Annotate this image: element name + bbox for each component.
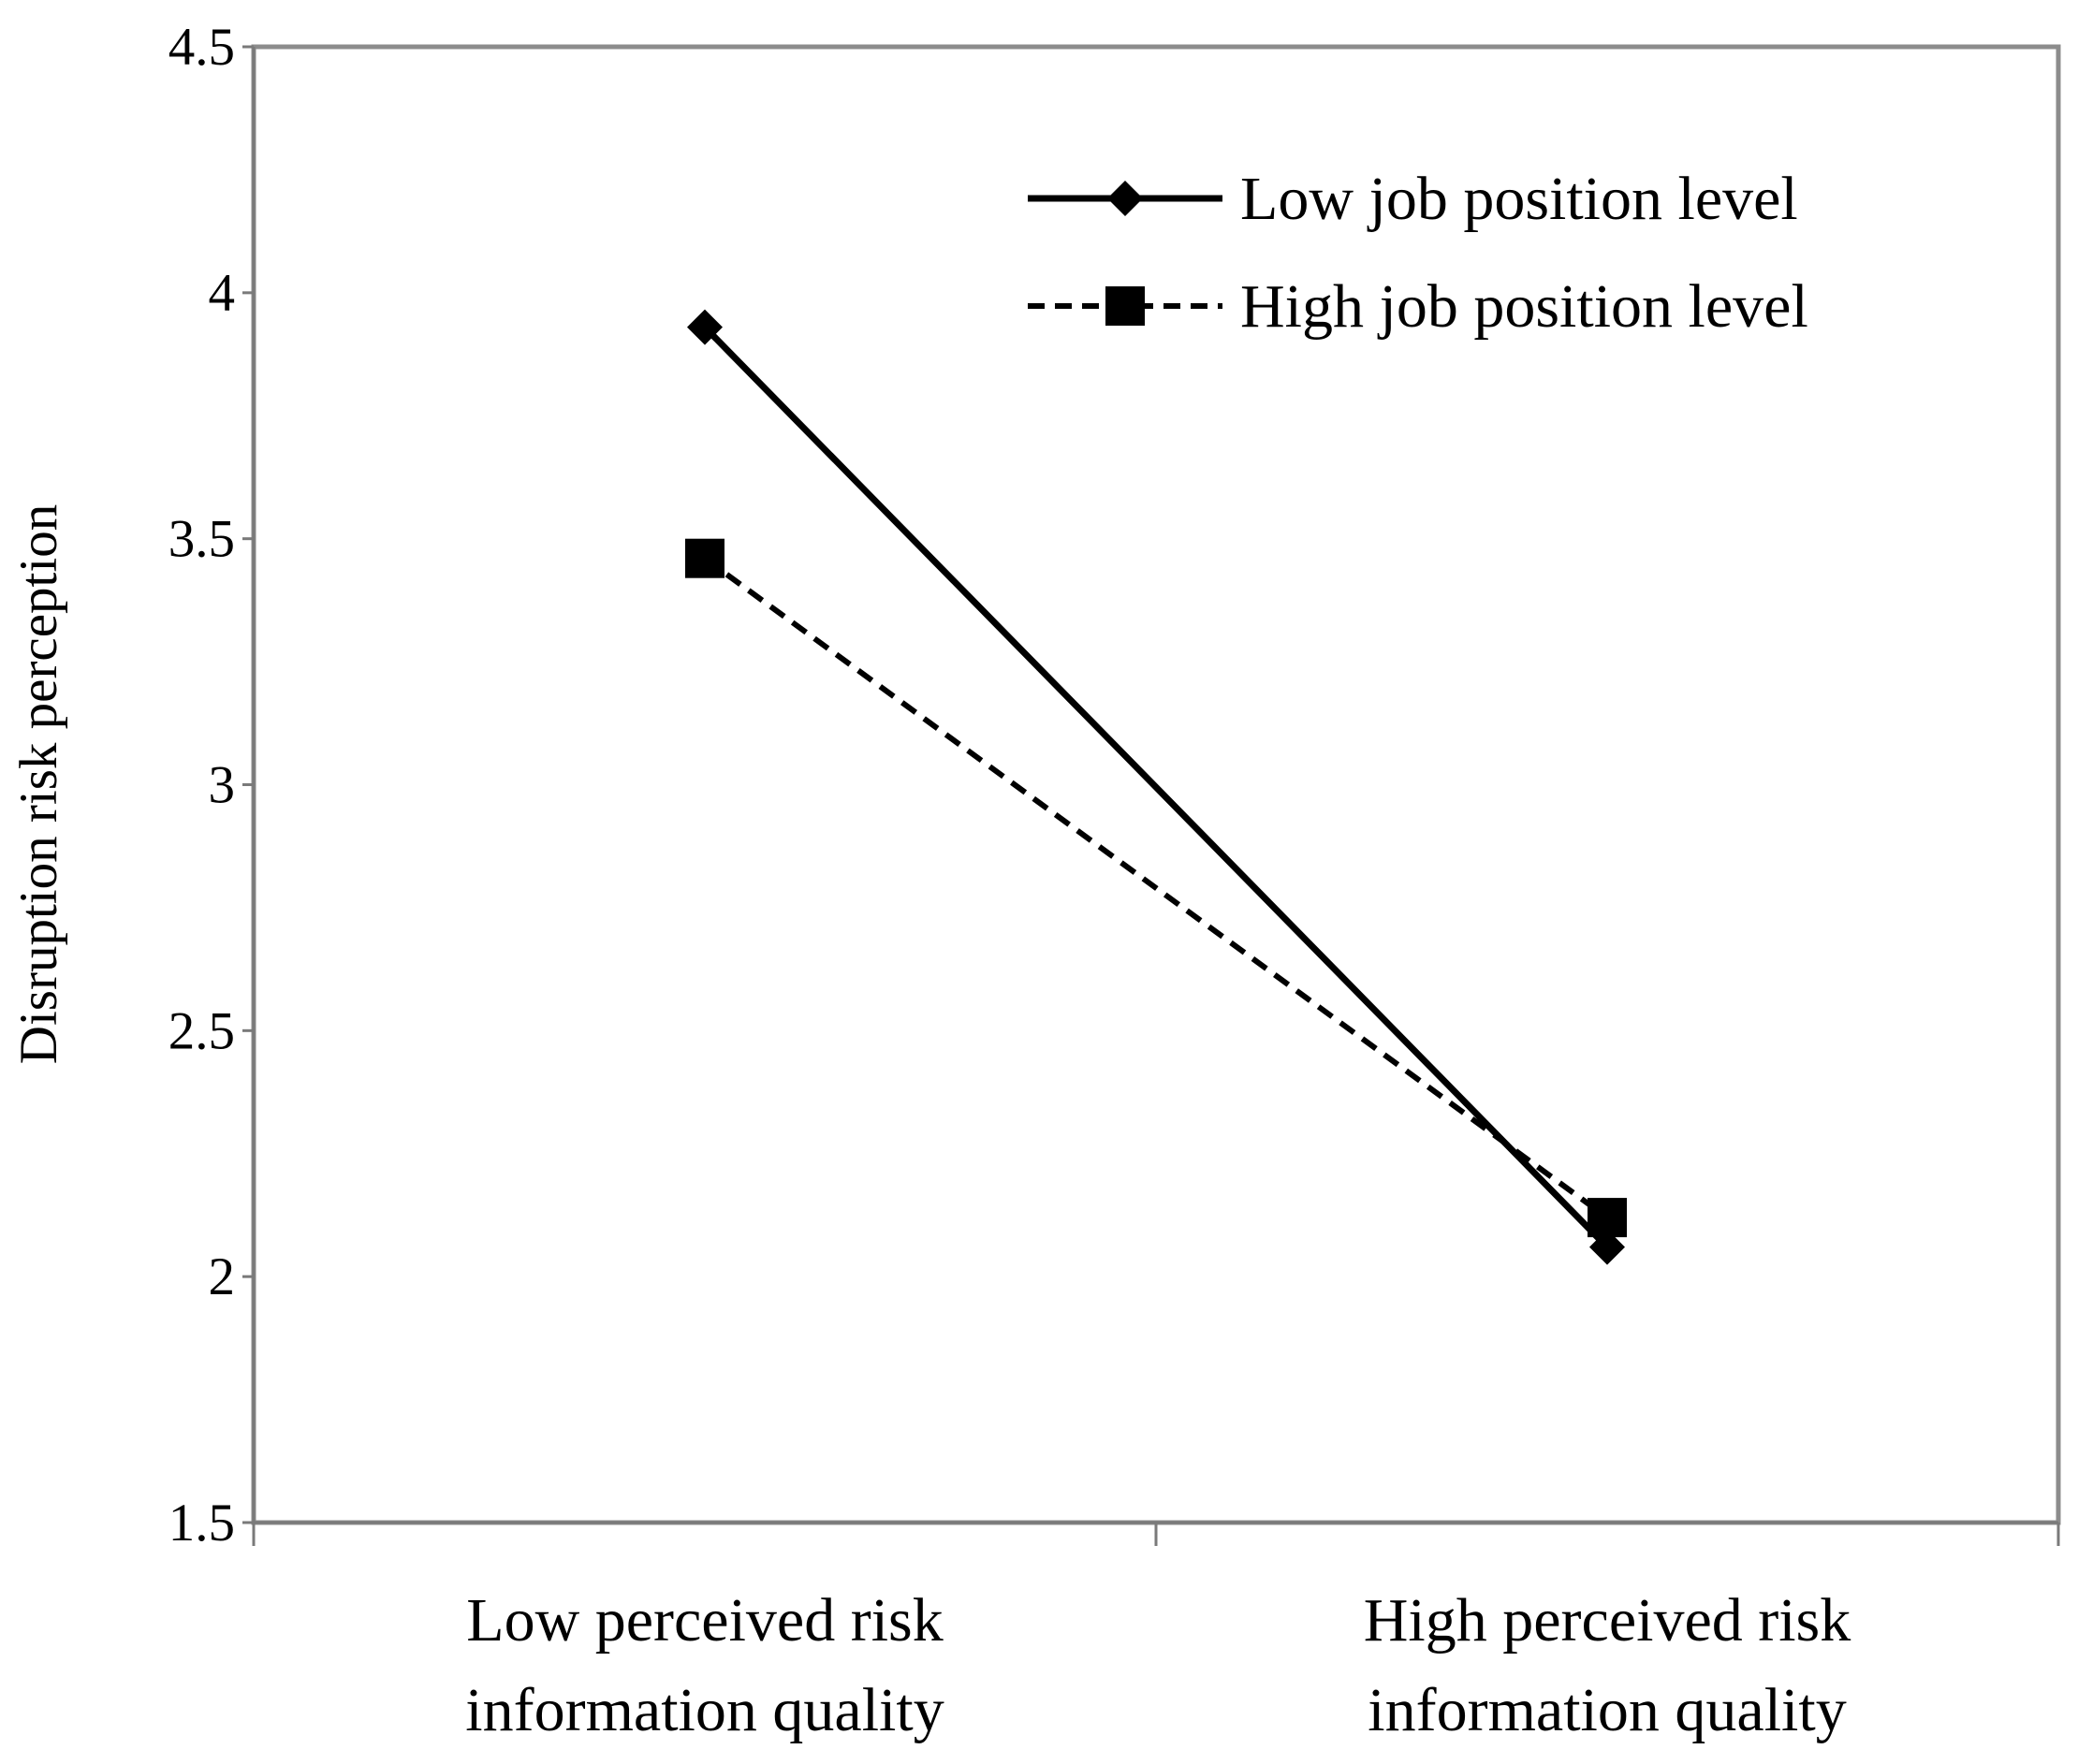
- x-category-label: information quality: [1368, 1676, 1846, 1744]
- diamond-marker: [687, 309, 723, 345]
- series-line: [703, 556, 1609, 1220]
- legend-label: High job position level: [1240, 272, 1808, 341]
- y-tick-label: 2.5: [168, 1001, 235, 1060]
- y-tick-label: 2: [209, 1247, 236, 1306]
- y-tick-label: 4: [209, 264, 236, 323]
- y-tick-label: 3.5: [168, 510, 235, 569]
- y-tick-label: 3: [209, 756, 236, 815]
- series-line: [702, 325, 1610, 1250]
- diamond-marker: [1589, 1229, 1625, 1265]
- y-axis-label: Disruption risk perception: [9, 504, 68, 1064]
- x-category-label: High perceived risk: [1364, 1586, 1851, 1655]
- x-category-label: Low perceived risk: [466, 1586, 943, 1655]
- square-marker: [1105, 286, 1145, 326]
- square-marker: [685, 538, 724, 578]
- y-tick-label: 4.5: [168, 18, 235, 77]
- square-marker: [1588, 1198, 1627, 1238]
- x-category-label: information quality: [465, 1676, 944, 1744]
- diamond-marker: [1107, 181, 1143, 216]
- y-tick-label: 1.5: [168, 1494, 235, 1553]
- legend-label: Low job position level: [1240, 165, 1798, 233]
